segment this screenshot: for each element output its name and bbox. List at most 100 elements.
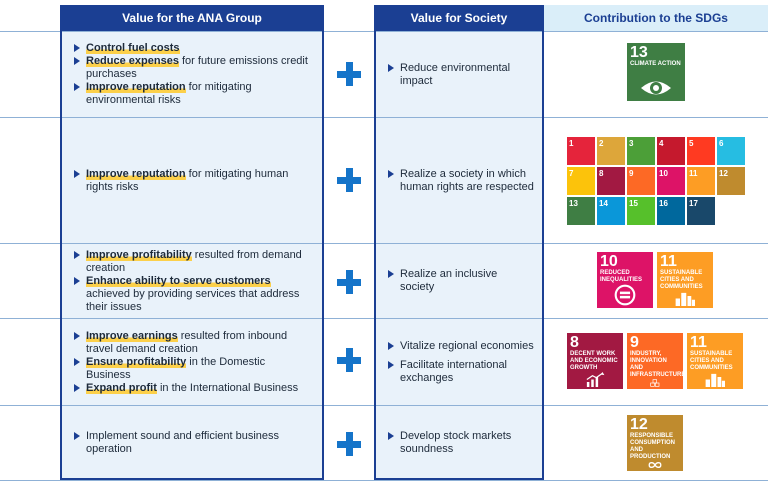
sdg-9-tile: 9 INDUSTRY, INNOVATION AND INFRASTRUCTUR… <box>627 333 683 389</box>
society-cell-row-5: Develop stock markets soundness <box>376 406 542 480</box>
sdg-mini-tile: 11 <box>687 167 715 195</box>
sdg-number: 8 <box>570 334 579 351</box>
bullet-triangle-icon <box>74 331 80 340</box>
sdg-mini-tile: 13 <box>567 197 595 225</box>
sdg-mini-tile: 2 <box>597 137 625 165</box>
bullet-triangle-icon <box>388 341 394 350</box>
sdg-mini-tile: 14 <box>597 197 625 225</box>
item-text: Implement sound and efficient business o… <box>86 430 280 455</box>
bullet-triangle-icon <box>74 432 80 440</box>
highlight-text: Expand profit <box>86 381 157 394</box>
list-item: Reduce expenses for future emissions cre… <box>74 55 312 81</box>
sdg-label: DECENT WORK AND ECONOMIC GROWTH <box>570 351 618 371</box>
bullet-triangle-icon <box>388 432 394 440</box>
row-divider <box>0 405 768 406</box>
highlight-text: Reduce expenses <box>86 55 179 67</box>
header-value-ana: Value for the ANA Group <box>60 5 324 31</box>
list-item: Improve reputation for mitigating enviro… <box>74 81 312 107</box>
sdg-number: 10 <box>600 253 618 270</box>
ana-cell-row-3: Improve profitability resulted from dema… <box>62 244 322 318</box>
sdg-10-tile: 10 REDUCED INEQUALITIES <box>597 252 653 308</box>
item-text: Facilitate international exchanges <box>400 358 508 384</box>
item-text: Realize a society in which human rights … <box>400 167 534 193</box>
list-item: Facilitate international exchanges <box>388 359 534 385</box>
bullet-triangle-icon <box>388 169 394 178</box>
sdg-13-tile: 13 CLIMATE ACTION <box>627 43 685 101</box>
bullet-triangle-icon <box>74 83 80 91</box>
sdg-number: 11 <box>690 334 707 351</box>
highlight-text: Enhance ability to serve customers <box>86 274 271 287</box>
eye-globe-icon <box>641 81 671 95</box>
cubes-icon <box>650 379 660 387</box>
item-text: Reduce environmental impact <box>400 61 511 87</box>
sdg-mini-tile: 5 <box>687 137 715 165</box>
list-item: Improve profitability resulted from dema… <box>74 248 312 275</box>
ana-cell-row-4: Improve earnings resulted from inbound t… <box>62 319 322 405</box>
sdg-mini-tile: 16 <box>657 197 685 225</box>
bullet-triangle-icon <box>388 270 394 278</box>
highlight-text: Improve profitability <box>86 248 192 261</box>
sdg-number: 12 <box>630 416 648 433</box>
plus-icon <box>337 168 361 192</box>
sdg-number: 13 <box>630 44 648 61</box>
row-divider <box>0 318 768 319</box>
sdg-12-tile: 12 RESPONSIBLE CONSUMPTION AND PRODUCTIO… <box>627 415 683 471</box>
list-item: Enhance ability to serve customers achie… <box>74 274 312 314</box>
sdg-label: SUSTAINABLE CITIES AND COMMUNITIES <box>660 270 703 290</box>
bullet-triangle-icon <box>388 360 394 369</box>
sdg-mini-tile: 15 <box>627 197 655 225</box>
bullet-triangle-icon <box>74 357 80 366</box>
infinity-icon <box>648 462 662 468</box>
sdg-mini-tile: 6 <box>717 137 745 165</box>
sdg-mini-tile: 12 <box>717 167 745 195</box>
item-text: Vitalize regional economies <box>400 339 534 352</box>
plus-icon <box>337 62 361 86</box>
growth-chart-icon <box>586 372 605 387</box>
item-text: in the Domestic Business <box>86 355 266 381</box>
bullet-triangle-icon <box>74 169 80 178</box>
sdg-mini-tile: 8 <box>597 167 625 195</box>
row-divider <box>0 117 768 118</box>
header-value-society: Value for Society <box>374 5 544 31</box>
equality-icon <box>614 284 636 306</box>
bullet-triangle-icon <box>74 276 80 285</box>
highlight-text: Ensure profitability <box>86 355 187 368</box>
sdg-label: CLIMATE ACTION <box>630 61 681 67</box>
sdg-8-tile: 8 DECENT WORK AND ECONOMIC GROWTH <box>567 333 623 389</box>
list-item: Realize a society in which human rights … <box>388 168 534 194</box>
highlight-text: Control fuel costs <box>86 42 180 54</box>
city-icon <box>675 292 695 306</box>
ana-cell-row-2: Improve reputation for mitigating human … <box>62 118 322 243</box>
bullet-triangle-icon <box>388 63 394 72</box>
sdg-mini-tile: 7 <box>567 167 595 195</box>
item-text: Realize an inclusive society <box>400 268 498 293</box>
list-item: Control fuel costs <box>74 42 312 55</box>
sdg-label: REDUCED INEQUALITIES <box>600 270 643 283</box>
list-item: Develop stock markets soundness <box>388 430 534 456</box>
plus-icon <box>337 348 361 372</box>
bullet-triangle-icon <box>74 57 80 65</box>
sdg-mini-tile: 1 <box>567 137 595 165</box>
society-cell-row-4: Vitalize regional economies Facilitate i… <box>376 319 542 405</box>
sdg-label: RESPONSIBLE CONSUMPTION AND PRODUCTION <box>630 433 675 460</box>
sdg-mini-tile: 3 <box>627 137 655 165</box>
sdg-mini-tile: 17 <box>687 197 715 225</box>
sdg-11-tile: 11 SUSTAINABLE CITIES AND COMMUNITIES <box>687 333 743 389</box>
item-text: in the International Business <box>156 381 299 394</box>
item-text: resulted from inbound travel demand crea… <box>86 329 288 355</box>
society-cell-row-3: Realize an inclusive society <box>376 244 542 318</box>
list-item: Ensure profitability in the Domestic Bus… <box>74 355 312 382</box>
list-item: Realize an inclusive society <box>388 268 534 294</box>
item-text: resulted from demand creation <box>86 248 302 274</box>
sdg-number: 9 <box>630 334 639 351</box>
list-item: Vitalize regional economies <box>388 340 534 353</box>
sdg-mini-tile: 9 <box>627 167 655 195</box>
sdg-number: 11 <box>660 253 677 270</box>
sdg-11-tile: 11 SUSTAINABLE CITIES AND COMMUNITIES <box>657 252 713 308</box>
society-cell-row-1: Reduce environmental impact <box>376 32 542 117</box>
item-text: for mitigating human rights risks <box>86 167 289 193</box>
ana-cell-row-1: Control fuel costs Reduce expenses for f… <box>62 32 322 117</box>
sdg-mini-tile: 4 <box>657 137 685 165</box>
bullet-triangle-icon <box>74 383 80 392</box>
list-item: Improve reputation for mitigating human … <box>74 167 312 194</box>
